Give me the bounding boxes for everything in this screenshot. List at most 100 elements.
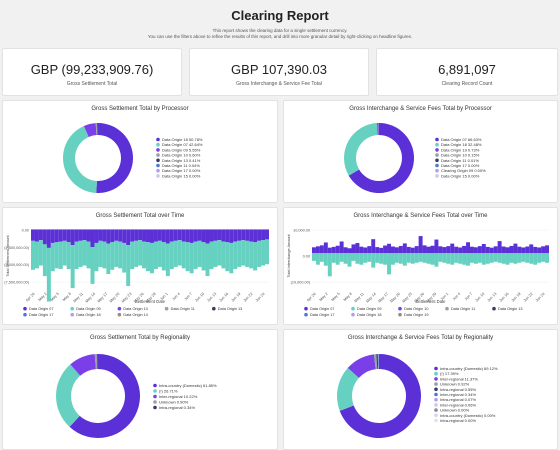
bar-segment[interactable] [253,229,258,243]
legend-label[interactable]: Data Origin 09 5.55% [162,147,201,152]
bar-segment[interactable] [134,240,139,267]
bar-segment[interactable] [185,242,190,272]
bar-segment[interactable] [466,253,470,266]
bar-segment[interactable] [394,247,399,254]
bar-chart-settlement-over-time[interactable]: 0.00 (2,500,000.00) (5,000,000.00) (7,500,0… [3,208,279,326]
bar-segment[interactable] [118,229,123,242]
donut-slice[interactable] [376,354,379,370]
bar-segment[interactable] [229,242,234,274]
bar-segment[interactable] [265,239,269,265]
bar-segment[interactable] [225,242,230,272]
bar-segment[interactable] [265,229,269,240]
bar-segment[interactable] [466,242,470,254]
legend-label[interactable]: Intra-regional 0.07% [440,397,476,402]
bar-segment[interactable] [173,240,178,267]
bar-segment[interactable] [513,253,518,264]
legend-label[interactable]: Data Origin 10 0.15% [441,153,480,158]
bar-segment[interactable] [157,240,162,267]
bar-segment[interactable] [217,229,222,241]
bar-segment[interactable] [462,253,467,265]
bar-segment[interactable] [383,245,388,254]
bar-segment[interactable] [359,246,364,254]
legend-label[interactable]: Unknown 0.90% [159,400,189,405]
bar-segment[interactable] [42,229,47,245]
bar-segment[interactable] [446,246,451,254]
bar-segment[interactable] [245,229,250,241]
bar-segment[interactable] [339,253,344,262]
bar-segment[interactable] [126,245,131,286]
donut-slice[interactable] [63,125,97,193]
bar-segment[interactable] [34,229,39,242]
bar-segment[interactable] [122,229,127,243]
legend-label[interactable]: Inter-regional 0.34% [440,392,476,397]
bar-segment[interactable] [517,253,522,263]
bar-segment[interactable] [359,253,364,265]
bar-segment[interactable] [233,241,238,270]
bar-segment[interactable] [387,253,391,275]
bar-segment[interactable] [193,241,198,270]
bar-segment[interactable] [450,243,455,254]
kpi-value[interactable]: GBP (99,233,909.76) [30,62,154,77]
bar-segment[interactable] [414,253,419,263]
legend-label[interactable]: (!) 26.71% [159,389,178,394]
bar-segment[interactable] [94,229,99,243]
bar-segment[interactable] [438,253,443,262]
legend-label[interactable]: Data Origin 19 [404,313,428,317]
bar-segment[interactable] [78,229,83,241]
bar-segment[interactable] [367,246,372,254]
bar-segment[interactable] [78,240,83,267]
bar-segment[interactable] [442,247,447,254]
bar-segment[interactable] [181,229,186,242]
bar-segment[interactable] [371,239,376,254]
bar-segment[interactable] [513,243,518,254]
legend-label[interactable]: Data Origin 18 50.78% [162,137,203,142]
bar-segment[interactable] [58,241,63,270]
bar-segment[interactable] [501,246,506,254]
legend-label[interactable]: Data Origin 07 66.63% [441,137,482,142]
bar-segment[interactable] [355,243,360,254]
bar-segment[interactable] [426,246,431,254]
bar-segment[interactable] [489,253,494,263]
bar-segment[interactable] [398,245,403,254]
bar-segment[interactable] [102,229,107,242]
bar-segment[interactable] [529,244,534,254]
bar-segment[interactable] [34,241,39,269]
donut-slice[interactable] [337,367,359,411]
donut-chart-settlement-regionality[interactable]: Intra-country (Domestic) 61.85%(!) 26.71… [3,330,279,450]
bar-segment[interactable] [394,253,399,263]
legend-label[interactable]: Data Origin 17 [29,313,53,317]
bar-segment[interactable] [379,247,384,254]
bar-segment[interactable] [62,240,67,266]
bar-segment[interactable] [355,253,360,264]
bar-segment[interactable] [406,253,411,263]
bar-segment[interactable] [430,253,435,265]
bar-segment[interactable] [90,229,95,248]
donut-chart-settlement-processor[interactable]: Data Origin 18 50.78%Data Origin 07 42.6… [3,101,279,204]
bar-segment[interactable] [98,240,103,267]
legend-label[interactable]: Data Origin 18 32.48% [441,142,482,147]
bar-segment[interactable] [237,229,242,241]
bar-segment[interactable] [347,253,352,267]
bar-segment[interactable] [201,229,206,243]
bar-segment[interactable] [205,229,210,244]
bar-segment[interactable] [146,242,150,272]
bar-segment[interactable] [74,229,79,242]
bar-segment[interactable] [454,246,459,254]
donut-chart-fees-regionality[interactable]: Intra-country (Domestic) 69.12%(!) 17.39… [284,330,559,450]
bar-segment[interactable] [541,246,546,254]
legend-label[interactable]: Data Origin 15 0.00% [162,173,201,178]
bar-segment[interactable] [142,241,147,269]
bar-segment[interactable] [110,242,115,270]
bar-segment[interactable] [66,242,71,270]
bar-segment[interactable] [481,244,486,254]
bar-segment[interactable] [434,253,439,267]
bar-segment[interactable] [533,246,538,254]
bar-segment[interactable] [422,245,427,254]
legend-label[interactable]: Data Origin 11 [451,307,475,311]
bar-segment[interactable] [114,229,119,241]
legend-label[interactable]: (!) 17.39% [440,371,459,376]
bar-segment[interactable] [94,242,99,272]
donut-slice[interactable] [377,123,379,136]
legend-label[interactable]: Data Origin 07 [310,307,334,311]
bar-segment[interactable] [402,243,407,254]
